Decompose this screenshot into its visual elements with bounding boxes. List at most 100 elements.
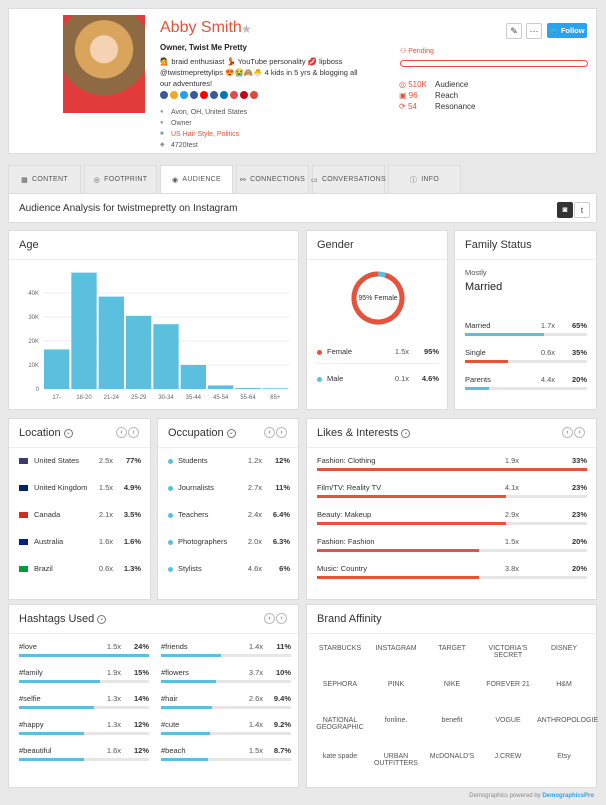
gender-title: Gender (317, 239, 354, 251)
brand-logo[interactable]: URBAN OUTFITTERS (374, 753, 418, 767)
brand-logo[interactable]: McDONALD'S (429, 753, 475, 760)
prev-arrow-icon[interactable]: ‹ (264, 613, 275, 624)
brand-logo[interactable]: DISNEY (550, 645, 578, 652)
tab-info[interactable]: ⓘ INFO (388, 165, 461, 193)
brand-logo[interactable]: benefit (441, 717, 463, 724)
age-bar (98, 296, 124, 389)
hashtag-label[interactable]: #love (19, 642, 37, 651)
x-tick-label: 18-20 (76, 395, 92, 401)
next-arrow-icon[interactable]: › (276, 427, 287, 438)
age-bar-chart: 0 10K 20K 30K 40K 17- 18-20 21-24 25-29 30-34 35-4… (28, 272, 289, 401)
next-arrow-icon[interactable]: › (276, 613, 287, 624)
brand-logo[interactable]: Etsy (557, 753, 571, 760)
tab-audience[interactable]: ◉ AUDIENCE (160, 165, 233, 193)
social-network-icon[interactable] (240, 91, 248, 99)
chevron-down-icon[interactable]: ⌄ (63, 428, 73, 438)
occupation-pct: 6.3% (272, 537, 290, 546)
instagram-toggle-button[interactable]: ◙ (557, 202, 573, 218)
footer-brand[interactable]: DemographicsPro (542, 793, 594, 799)
profile-tags[interactable]: US Hair Style, Politics (171, 131, 240, 138)
chevron-down-icon[interactable]: ⌄ (401, 428, 411, 438)
brand-logo[interactable]: fonline. (384, 717, 408, 724)
hashtags-pager: ‹ › (264, 613, 287, 624)
occupation-mult: 2.0x (247, 537, 262, 546)
next-arrow-icon[interactable]: › (128, 427, 139, 438)
occupation-title[interactable]: Occupation ⌄ (168, 427, 236, 439)
interests-title[interactable]: Likes & Interests ⌄ (317, 427, 411, 439)
progress-fill (161, 706, 212, 709)
social-network-icon[interactable] (180, 91, 188, 99)
interest-pct: 23% (571, 510, 587, 519)
social-network-icon[interactable] (190, 91, 198, 99)
age-bar (126, 315, 152, 389)
gender-pct: 95% (423, 347, 439, 356)
occupation-row-label: Journalists (168, 483, 214, 492)
family-label: Single (465, 348, 486, 357)
gender-donut-chart: 95% Female (351, 271, 405, 325)
social-network-icon[interactable] (230, 91, 238, 99)
brand-logo[interactable]: J.CREW (494, 753, 522, 760)
age-title: Age (19, 239, 39, 251)
brand-logo[interactable]: PINK (387, 681, 405, 688)
brand-logo[interactable]: STARBUCKS (318, 645, 362, 652)
prev-arrow-icon[interactable]: ‹ (562, 427, 573, 438)
connections-icon: ⚯ (239, 176, 247, 184)
brand-logo[interactable]: VICTORIA'S SECRET (488, 645, 528, 659)
tab-footprint[interactable]: ◎ FOOTPRINT (84, 165, 157, 193)
location-title[interactable]: Location ⌄ (19, 427, 73, 439)
brand-logo[interactable]: FOREVER 21 (486, 681, 530, 688)
hashtag-label[interactable]: #hair (161, 694, 178, 703)
social-network-icon[interactable] (250, 91, 258, 99)
hashtag-mult: 1.9x (106, 668, 121, 677)
chevron-down-icon[interactable]: ⌄ (97, 614, 107, 624)
hashtag-label[interactable]: #beautiful (19, 746, 52, 755)
prev-arrow-icon[interactable]: ‹ (116, 427, 127, 438)
social-network-icon[interactable] (160, 91, 168, 99)
gender-label: Male (327, 374, 344, 383)
brand-logo[interactable]: SEPHORA (322, 681, 358, 688)
brand-logo[interactable]: TARGET (438, 645, 466, 652)
brand-logo[interactable]: ANTHROPOLOGIE (537, 717, 599, 724)
occupation-row-label: Students (168, 456, 208, 465)
brand-logo[interactable]: kate spade (322, 753, 358, 760)
brand-logo[interactable]: NATIONAL GEOGRAPHIC (316, 717, 364, 731)
hashtag-label[interactable]: #family (19, 668, 43, 677)
hashtag-label[interactable]: #cute (161, 720, 180, 729)
bullet-dot (168, 539, 173, 545)
tab-conversations[interactable]: ▭ CONVERSATIONS (311, 165, 386, 193)
social-network-icon[interactable] (200, 91, 208, 99)
twitter-toggle-button[interactable]: t (574, 202, 590, 218)
progress-fill (317, 549, 479, 552)
brand-logo[interactable]: H&M (556, 681, 572, 688)
follow-button[interactable]: 🐦 Follow (547, 23, 587, 38)
stat-label: Audience (435, 80, 469, 89)
tab-content[interactable]: ▦ CONTENT (8, 165, 81, 193)
hashtag-label[interactable]: #selfie (19, 694, 41, 703)
hashtag-label[interactable]: #beach (161, 746, 186, 755)
social-network-icon[interactable] (220, 91, 228, 99)
favorite-star-icon[interactable]: ★ (241, 22, 252, 36)
hashtag-label[interactable]: #happy (19, 720, 44, 729)
brand-logo[interactable]: VOGUE (495, 717, 521, 724)
social-network-icon[interactable] (210, 91, 218, 99)
prev-arrow-icon[interactable]: ‹ (264, 427, 275, 438)
location-pct: 1.6% (123, 537, 141, 546)
bullet-dot (168, 458, 173, 464)
progress-track (161, 732, 291, 735)
gender-card: Gender 95% Female Female 1.5x 95% Male 0.1x 4… (306, 230, 448, 410)
hashtags-title[interactable]: Hashtags Used ⌄ (19, 613, 107, 625)
brand-logo[interactable]: INSTAGRAM (375, 645, 417, 652)
more-options-button[interactable]: ··· (526, 23, 542, 39)
divider (317, 363, 439, 364)
edit-brush-button[interactable]: ✎ (506, 23, 522, 39)
social-network-icon[interactable] (170, 91, 178, 99)
interest-label: Beauty: Makeup (317, 510, 372, 519)
hashtag-label[interactable]: #friends (161, 642, 188, 651)
brand-logo[interactable]: NIKE (443, 681, 461, 688)
chevron-down-icon[interactable]: ⌄ (226, 428, 236, 438)
progress-track (161, 758, 291, 761)
tab-connections[interactable]: ⚯ CONNECTIONS (236, 165, 309, 193)
gender-mult: 0.1x (394, 374, 409, 383)
next-arrow-icon[interactable]: › (574, 427, 585, 438)
hashtag-label[interactable]: #flowers (161, 668, 189, 677)
